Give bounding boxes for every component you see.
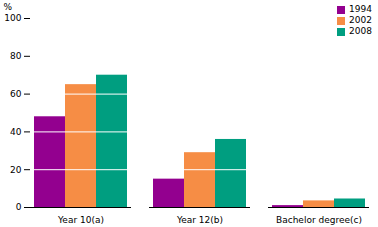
svg-text:80: 80 — [10, 51, 22, 61]
svg-text:60: 60 — [10, 89, 22, 99]
html-text:2002: 2002 — [349, 15, 372, 25]
svg-text:%: % — [4, 2, 13, 12]
svg-text:Bachelor degree(c): Bachelor degree(c) — [276, 215, 362, 225]
html-text:1994: 1994 — [349, 4, 372, 14]
svg-text:0: 0 — [16, 202, 22, 212]
svg-text:Year 10(a): Year 10(a) — [57, 215, 104, 225]
svg-text:40: 40 — [10, 127, 22, 137]
svg-text:100: 100 — [4, 13, 21, 23]
svg-text:Year 12(b): Year 12(b) — [176, 215, 223, 225]
svg-text:20: 20 — [10, 165, 22, 175]
html-text:2008: 2008 — [349, 26, 372, 36]
